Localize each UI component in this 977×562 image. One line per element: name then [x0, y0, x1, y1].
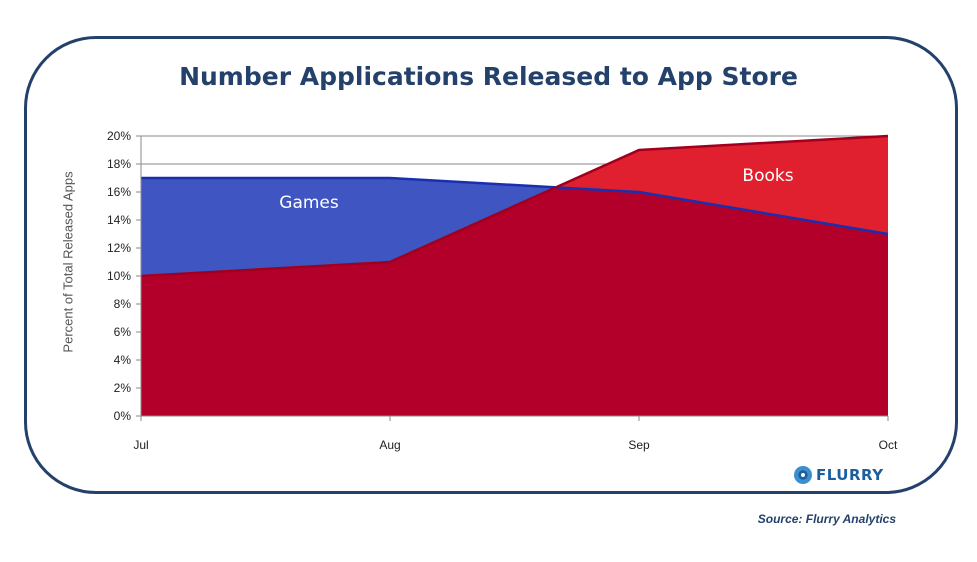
y-tick-label: 10%: [107, 269, 131, 283]
source-note: Source: Flurry Analytics: [757, 512, 896, 526]
y-tick-label: 20%: [107, 129, 131, 143]
flurry-logo: FLURRY: [794, 466, 884, 484]
series-overlap-area: [141, 187, 888, 416]
y-tick-label: 18%: [107, 157, 131, 171]
series-line-books: [140, 134, 889, 278]
x-tick-label: Sep: [628, 438, 650, 452]
series-label-books: Books: [742, 166, 793, 186]
series-label-games: Games: [279, 193, 339, 213]
chart-title: Number Applications Released to App Stor…: [179, 62, 798, 91]
y-tick-label: 4%: [114, 353, 132, 367]
y-tick-label: 6%: [114, 325, 132, 339]
flurry-logo-icon: [794, 466, 812, 484]
y-tick-label: 0%: [114, 409, 132, 423]
series-line-games: [141, 176, 889, 236]
x-tick-label: Jul: [133, 438, 148, 452]
flurry-logo-text: FLURRY: [816, 466, 884, 484]
y-tick-label: 12%: [107, 241, 131, 255]
y-tick-label: 2%: [114, 381, 132, 395]
y-tick-label: 16%: [107, 185, 131, 199]
y-tick-label: 14%: [107, 213, 131, 227]
x-tick-label: Aug: [379, 438, 400, 452]
x-tick-label: Oct: [879, 438, 898, 452]
y-tick-label: 8%: [114, 297, 132, 311]
